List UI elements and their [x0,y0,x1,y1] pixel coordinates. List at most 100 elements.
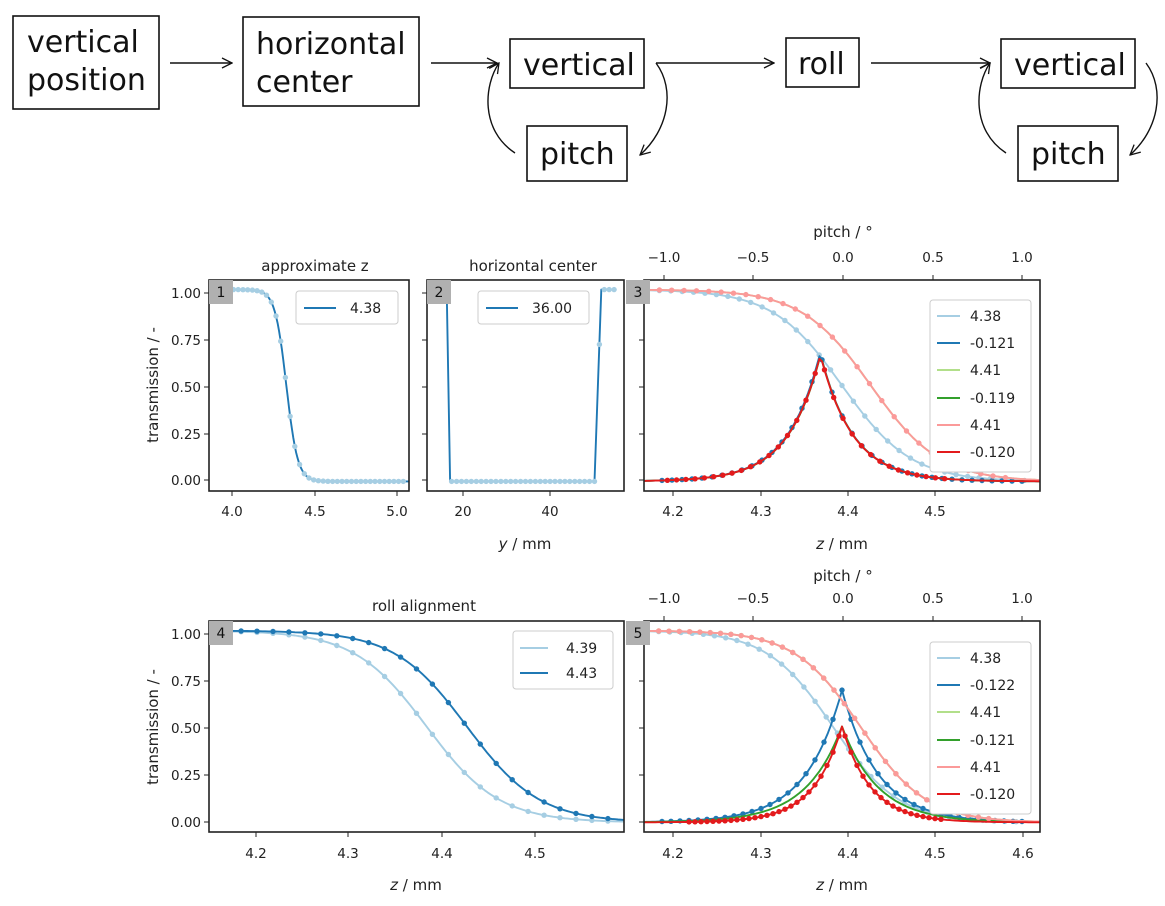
data-point [722,818,728,824]
data-point [318,637,324,644]
data-point [926,815,932,821]
data-point [866,380,873,387]
data-point [830,716,836,722]
data-point [509,777,515,783]
y-tick-label: 1.00 [171,286,201,302]
data-point [812,370,818,377]
y-tick-label: 1.00 [171,627,201,643]
data-point [706,288,712,294]
data-point [493,795,499,801]
data-point [445,751,452,758]
flow-box-horizontal-center: horizontal center [242,16,420,107]
x-tick-label: 4.4 [431,846,452,862]
flow-box-line: roll [798,47,845,82]
data-point [728,631,734,637]
data-point [794,781,800,788]
data-point [953,471,959,478]
legend-label: 4.43 [566,666,597,682]
data-point [800,794,806,801]
data-point [810,665,817,671]
x-tick-label: 4.2 [245,846,266,862]
axis-variable: z [815,876,825,894]
x-tick-label: 4.5 [304,504,325,520]
legend: 4.38 [295,290,399,325]
data-point [249,287,256,293]
x-axis-label: z / mm [389,876,442,894]
data-point [738,467,744,474]
data-point [903,781,909,787]
flow-box-line: pitch [1031,137,1106,172]
y-tick-label: 0.50 [171,721,201,737]
legend-label: -0.121 [970,336,1015,352]
data-point [318,631,324,637]
flow-box-line: horizontal [256,27,406,62]
data-point [572,478,578,485]
plot-frame [208,279,410,492]
data-point [779,644,786,650]
data-point [557,815,563,821]
data-point [738,632,744,639]
chart-title: approximate z [261,257,369,275]
x-axis-label: z / mm [815,535,868,553]
data-point [877,458,883,464]
data-point [784,432,791,439]
data-point [748,634,755,641]
data-point [707,629,713,636]
legend-label: 36.00 [532,301,572,317]
data-point [904,470,911,476]
data-point [238,628,244,634]
top-tick-label: 1.0 [1011,591,1032,607]
data-point [758,805,764,812]
data-point [728,817,734,824]
data-point [747,464,754,470]
data-point [397,690,404,697]
data-point [589,817,595,824]
data-point [477,741,483,747]
data-point [746,815,752,822]
y-tick-label: 0.25 [171,427,201,443]
data-point [860,773,866,779]
legend-label: 4.38 [350,301,381,317]
data-point [478,478,484,485]
data-point [734,637,740,644]
y-axis-label: transmission / - [144,327,162,443]
x-tick-label: 5.0 [386,504,407,520]
data-point [302,634,308,640]
data-point [542,478,548,485]
data-point [589,813,595,820]
data-point [758,813,764,820]
data-point [400,478,406,485]
data-point [557,478,563,485]
legend-label: 4.41 [970,363,1001,379]
y-tick-label: 0.50 [171,380,201,396]
legend-box [512,630,614,690]
data-point [656,287,663,293]
data-point [701,475,708,481]
data-point [873,426,879,433]
data-point [723,635,729,641]
data-point [851,715,858,721]
data-point [532,478,539,485]
data-point [785,790,791,796]
x-tick-label: 40 [541,504,558,520]
data-point [525,808,531,815]
x-ticks: 4.2 4.3 4.4 4.5 [662,491,946,520]
data-point [842,348,848,354]
flow-box-vertical-position: vertical position [12,15,160,110]
data-point [775,444,781,450]
data-point [740,816,746,822]
legend-label: -0.119 [970,391,1015,407]
top-tick-label: −1.0 [648,250,681,266]
x-axis-label: y / mm [498,535,552,553]
data-point [697,629,703,635]
data-point [792,306,798,312]
data-point [692,476,698,482]
top-ticks: −1.0 −0.5 0.0 0.5 1.0 [648,250,1033,280]
data-point [711,633,718,639]
flow-box-line: position [27,63,146,98]
data-point [512,478,519,485]
x-ticks: 20 40 [454,491,559,520]
x-ticks: 4.2 4.3 4.4 4.5 [245,832,546,862]
data-point [270,628,276,635]
